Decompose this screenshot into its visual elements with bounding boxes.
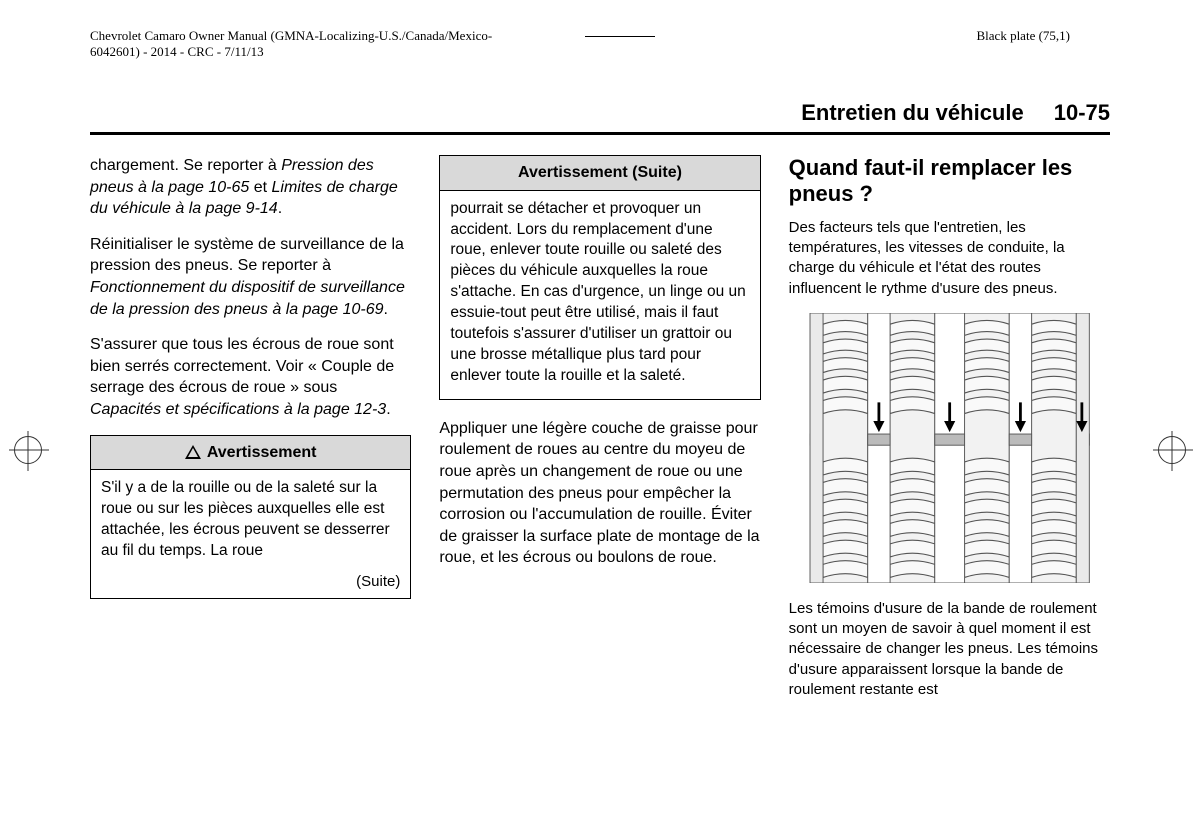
print-meta: Chevrolet Camaro Owner Manual (GMNA-Loca… xyxy=(90,28,1110,60)
meta-right: Black plate (75,1) xyxy=(977,28,1071,60)
registration-mark-right xyxy=(1158,436,1186,464)
registration-mark-left xyxy=(14,436,42,464)
c1-p3: S'assurer que tous les écrous de roue so… xyxy=(90,334,411,420)
column-1: chargement. Se reporter à Pression des p… xyxy=(90,155,411,700)
replace-tires-heading: Quand faut-il remplacer les pneus ? xyxy=(789,155,1110,208)
crop-mark xyxy=(585,36,655,37)
warning-triangle-icon xyxy=(185,445,201,459)
c1-p2: Réinitialiser le système de surveillance… xyxy=(90,234,411,320)
page-number: 10-75 xyxy=(1054,100,1110,126)
meta-left-line2: 6042601) - 2014 - CRC - 7/11/13 xyxy=(90,44,492,60)
meta-left-line1: Chevrolet Camaro Owner Manual (GMNA-Loca… xyxy=(90,28,492,44)
warning-header-2: Avertissement (Suite) xyxy=(440,156,759,191)
c1-p1: chargement. Se reporter à Pression des p… xyxy=(90,155,411,220)
warning-body: S'il y a de la rouille ou de la saleté s… xyxy=(91,470,410,570)
warning-box-1: Avertissement S'il y a de la rouille ou … xyxy=(90,435,411,600)
column-3: Quand faut-il remplacer les pneus ? Des … xyxy=(789,155,1110,700)
warning-title: Avertissement xyxy=(207,442,317,464)
section-title: Entretien du véhicule xyxy=(801,100,1024,126)
section-header: Entretien du véhicule 10-75 xyxy=(90,100,1110,135)
column-2: Avertissement (Suite) pourrait se détach… xyxy=(439,155,760,700)
tire-wear-figure xyxy=(789,313,1110,583)
c2-p1: Appliquer une légère couche de graisse p… xyxy=(439,418,760,569)
warning-header: Avertissement xyxy=(91,436,410,471)
c3-p2: Les témoins d'usure de la bande de roule… xyxy=(789,599,1110,700)
warning-box-2: Avertissement (Suite) pourrait se détach… xyxy=(439,155,760,400)
warning-body-2: pourrait se détacher et provoquer un acc… xyxy=(440,191,759,399)
manual-page: Chevrolet Camaro Owner Manual (GMNA-Loca… xyxy=(0,0,1200,840)
warning-continued: (Suite) xyxy=(91,570,410,598)
content-columns: chargement. Se reporter à Pression des p… xyxy=(90,155,1110,700)
c3-p1: Des facteurs tels que l'entretien, les t… xyxy=(789,218,1110,299)
